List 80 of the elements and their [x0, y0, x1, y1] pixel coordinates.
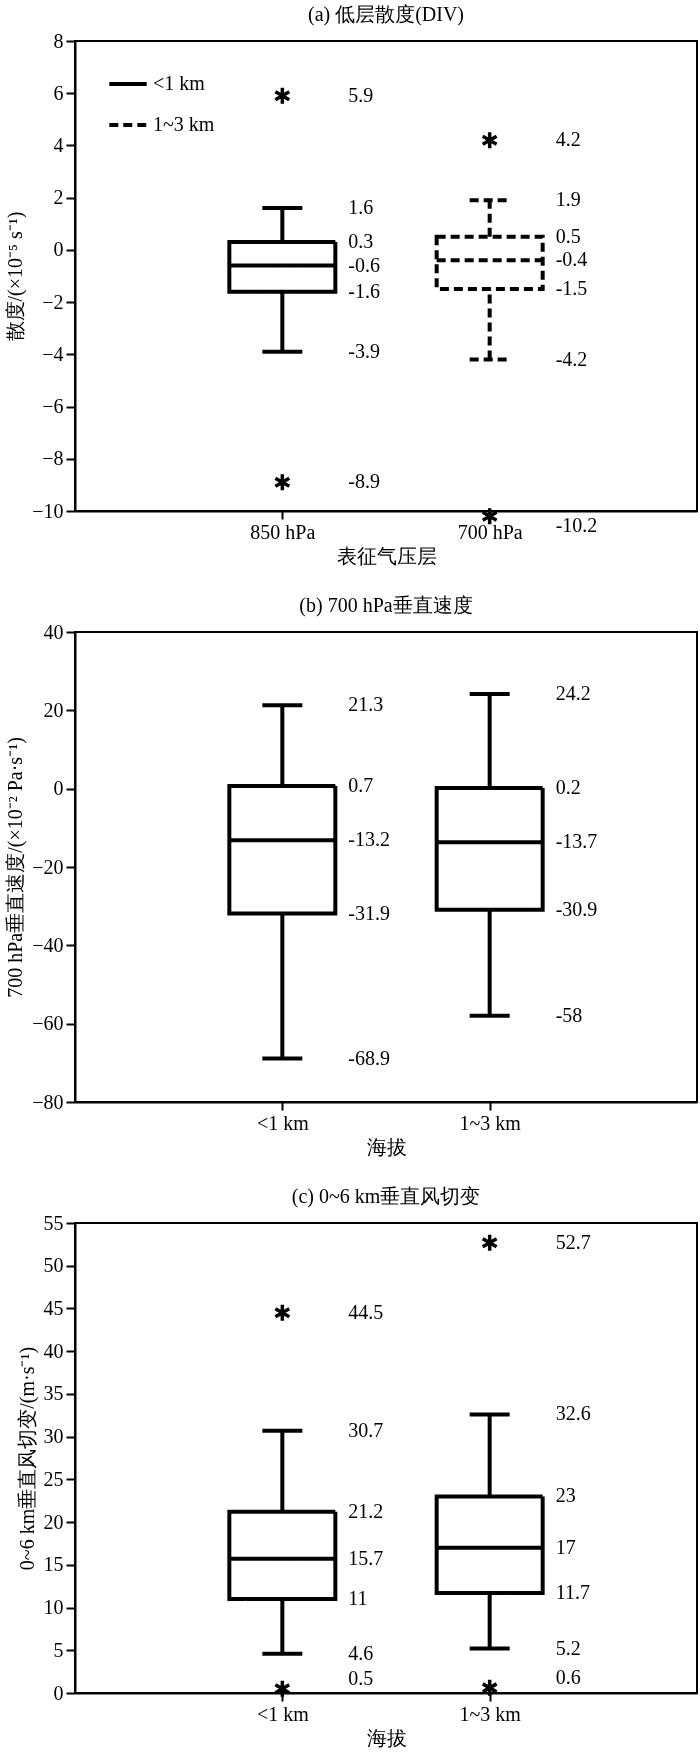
annotation: 24.2 [555, 681, 591, 704]
x-tick-label: 700 hPa [457, 520, 523, 543]
annotation: 0.5 [348, 1666, 374, 1689]
annotation: 32.6 [555, 1402, 591, 1425]
y-tick-label: 5 [53, 1638, 64, 1661]
annotation: 23 [555, 1484, 576, 1507]
legend-label: 1~3 km [153, 113, 215, 135]
y-tick-label: 20 [43, 1510, 64, 1533]
y-tick-label: 8 [53, 29, 64, 52]
y-tick-label: 35 [43, 1382, 64, 1405]
legend-label: <1 km [153, 72, 206, 94]
y-tick-label: −40 [32, 933, 64, 956]
annotation: 1.6 [348, 196, 374, 219]
annotation: 21.3 [348, 693, 384, 716]
y-tick-label: 30 [43, 1425, 64, 1448]
annotation: 5.9 [348, 83, 374, 106]
y-tick-label: 0 [53, 1681, 64, 1704]
annotation: 4.2 [555, 128, 581, 151]
annotation: 17 [555, 1535, 576, 1558]
annotation: -13.2 [348, 828, 391, 851]
annotation: -0.6 [348, 253, 381, 276]
annotation: 11.7 [555, 1581, 590, 1604]
y-tick-label: 15 [43, 1553, 64, 1576]
chart-title: (a) 低层散度(DIV) [307, 3, 465, 26]
y-tick-label: −6 [42, 395, 64, 418]
annotation: -0.4 [555, 248, 588, 271]
annotation: -58 [555, 1003, 583, 1026]
annotation: -8.9 [348, 470, 381, 493]
y-tick-label: −60 [32, 1012, 64, 1035]
y-tick-label: 10 [43, 1596, 64, 1619]
annotation: 52.7 [555, 1230, 591, 1253]
annotation: 0.2 [555, 775, 581, 798]
y-tick-label: −10 [32, 499, 64, 522]
text: -10.2 [555, 514, 598, 537]
x-axis-title: 表征气压层 [336, 544, 437, 567]
annotation: 1.9 [555, 188, 581, 211]
y-tick-label: 2 [53, 186, 64, 209]
y-tick-label: 40 [43, 1339, 64, 1362]
y-tick-label: 20 [43, 698, 64, 721]
annotation: -3.9 [348, 339, 381, 362]
y-tick-label: 45 [43, 1296, 64, 1319]
annotation: 30.7 [348, 1418, 384, 1441]
annotation: -30.9 [555, 897, 598, 920]
annotation: 21.2 [348, 1499, 384, 1522]
annotation: -4.2 [555, 347, 588, 370]
y-axis-title: 700 hPa垂直速度/(×10⁻² Pa·s⁻¹) [4, 737, 28, 998]
annotation: 0.3 [348, 230, 374, 253]
y-tick-label: 40 [43, 620, 64, 643]
chart-title: (b) 700 hPa垂直速度 [299, 594, 473, 617]
y-tick-label: 0 [53, 238, 64, 261]
annotation: -1.6 [348, 279, 381, 302]
x-tick-label: 850 hPa [250, 520, 316, 543]
annotation: -1.5 [555, 277, 588, 300]
y-tick-label: 6 [53, 81, 64, 104]
annotation: 0.6 [555, 1665, 581, 1688]
annotation: 11 [348, 1587, 368, 1609]
y-tick-label: −4 [42, 342, 64, 365]
y-tick-label: 55 [43, 1211, 64, 1234]
y-tick-label: 25 [43, 1467, 64, 1490]
chart-title: (c) 0~6 km垂直风切变 [291, 1185, 481, 1208]
y-tick-label: 4 [53, 133, 64, 156]
y-tick-label: −2 [42, 290, 64, 313]
annotation: 0.7 [348, 773, 374, 796]
annotation: 0.5 [555, 224, 581, 247]
annotation: 15.7 [348, 1546, 384, 1569]
x-axis-title: 海拔 [366, 1135, 407, 1158]
x-axis-title: 海拔 [366, 1726, 407, 1749]
annotation: -13.7 [555, 830, 598, 853]
annotation: 44.5 [348, 1300, 384, 1323]
y-tick-label: 50 [43, 1254, 64, 1277]
annotation: -68.9 [348, 1046, 391, 1069]
annotation: -31.9 [348, 901, 391, 924]
annotation: 5.2 [555, 1636, 581, 1659]
y-tick-label: −20 [32, 855, 64, 878]
y-axis-title: 0~6 km垂直风切变/(m·s⁻¹) [15, 1346, 39, 1571]
y-tick-label: 0 [53, 777, 64, 800]
y-tick-label: −80 [32, 1090, 64, 1113]
y-tick-label: −8 [42, 447, 64, 470]
annotation: 4.6 [348, 1641, 374, 1664]
y-axis-title: 散度/(×10⁻⁵ s⁻¹) [4, 211, 28, 342]
